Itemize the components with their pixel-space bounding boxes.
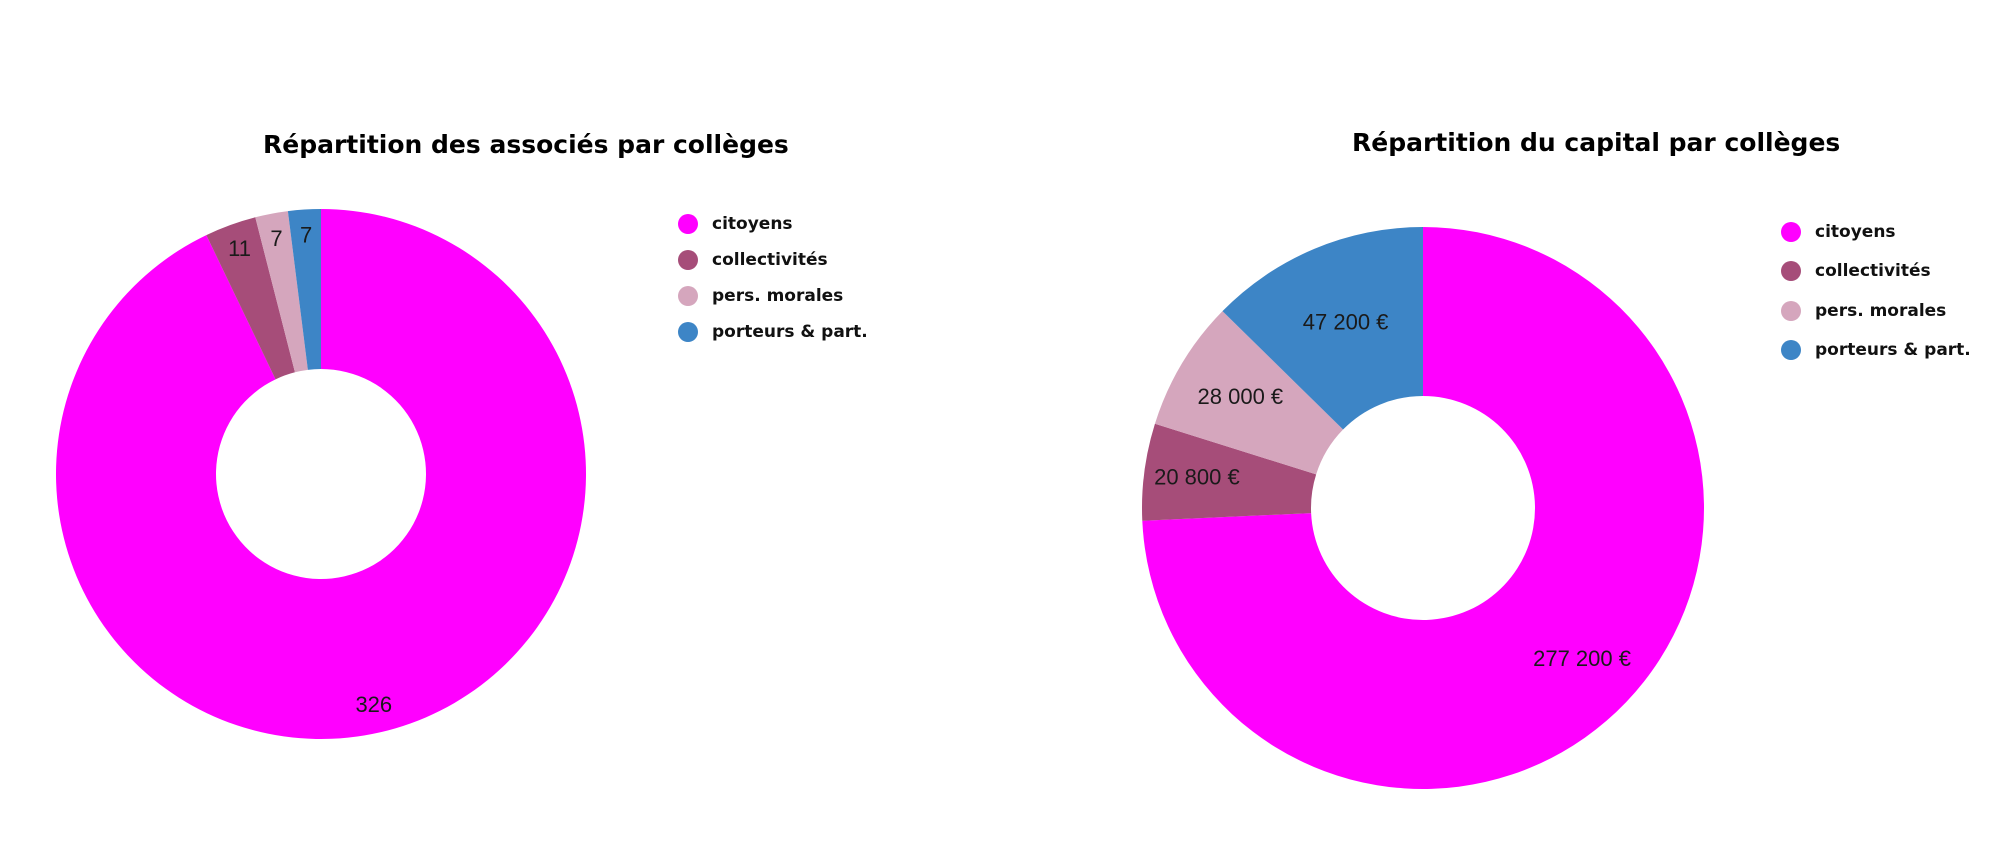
- legend-item-citoyens: citoyens: [678, 206, 868, 242]
- slice-label-citoyens: 326: [355, 692, 392, 717]
- legend-item-citoyens: citoyens: [1781, 212, 1971, 252]
- legend-swatch-icon: [1781, 221, 1801, 242]
- slice-collectivites: [206, 217, 295, 380]
- legend: citoyens collectivités pers. morales porteu…: [1781, 212, 1971, 370]
- slice-collectivites: [1142, 423, 1317, 521]
- chart-associes: Répartition des associés par collèges 32…: [56, 130, 868, 740]
- legend-item-porteurs-part: porteurs & part.: [678, 314, 868, 350]
- slice-label-pers-morales: 7: [270, 226, 282, 251]
- legend-item-pers-morales: pers. morales: [678, 278, 868, 314]
- legend-swatch-icon: [678, 286, 698, 306]
- legend-label: collectivités: [1815, 261, 1931, 282]
- legend-label: porteurs & part.: [1815, 340, 1971, 361]
- legend-swatch-icon: [678, 322, 698, 342]
- legend-label: collectivités: [712, 250, 828, 270]
- legend-label: pers. morales: [1815, 300, 1947, 321]
- slice-label-porteurs-part: 7: [300, 222, 312, 247]
- legend-label: citoyens: [712, 214, 793, 234]
- legend-swatch-icon: [678, 250, 698, 270]
- slice-citoyens: [1142, 227, 1704, 790]
- legend-swatch-icon: [1781, 300, 1801, 321]
- slice-citoyens: [56, 209, 586, 740]
- legend-item-pers-morales: pers. morales: [1781, 291, 1971, 331]
- legend-swatch-icon: [678, 214, 698, 234]
- legend-label: porteurs & part.: [712, 322, 868, 342]
- slice-label-collectivites: 11: [228, 236, 251, 261]
- legend: citoyens collectivités pers. morales porteu…: [678, 206, 868, 350]
- donut-chart: 277 200 € 20 800 € 28 000 € 47 200 €: [1142, 227, 1704, 790]
- slice-label-pers-morales: 28 000 €: [1198, 384, 1284, 409]
- slice-label-porteurs-part: 47 200 €: [1303, 309, 1389, 334]
- chart-capital: Répartition du capital par collèges 277 …: [1000, 0, 2000, 866]
- legend-swatch-icon: [1781, 340, 1801, 361]
- slice-pers-morales: [255, 211, 308, 373]
- slice-porteurs-part: [287, 209, 321, 370]
- legend-item-porteurs-part: porteurs & part.: [1781, 331, 1971, 371]
- legend-item-collectivites: collectivités: [678, 242, 868, 278]
- legend-item-collectivites: collectivités: [1781, 252, 1971, 292]
- chart-title: Répartition du capital par collèges: [1352, 128, 1841, 157]
- chart-title: Répartition des associés par collèges: [263, 130, 789, 159]
- slice-pers-morales: [1154, 311, 1344, 475]
- slice-porteurs-part: [1222, 227, 1423, 430]
- legend-swatch-icon: [1781, 261, 1801, 282]
- legend-label: citoyens: [1815, 221, 1896, 242]
- slice-label-citoyens: 277 200 €: [1533, 646, 1631, 671]
- slice-label-collectivites: 20 800 €: [1154, 464, 1240, 489]
- legend-label: pers. morales: [712, 286, 844, 306]
- donut-chart: 326 11 7 7: [56, 209, 586, 740]
